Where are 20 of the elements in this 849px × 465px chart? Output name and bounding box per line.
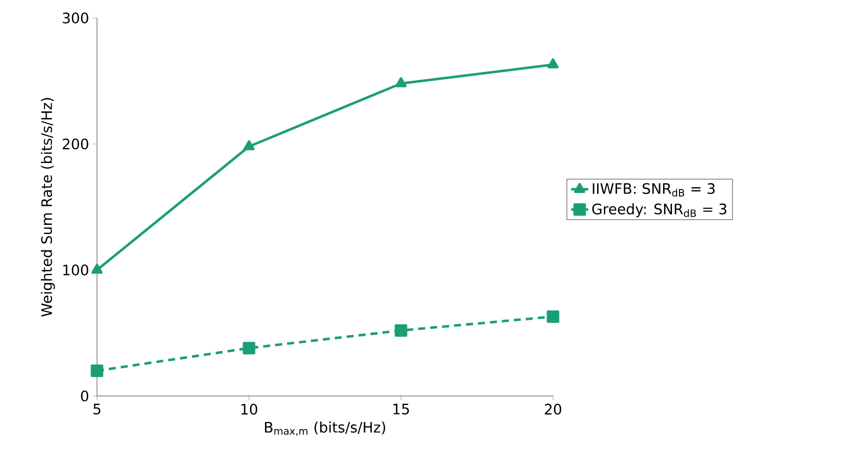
- y-tick-label: 0: [81, 390, 88, 402]
- legend-label: IIWFB: SNR$_{dB}$ = 3: [592, 183, 715, 197]
- x-axis-title: B$_{max,m}$ (bits/s/Hz): [265, 422, 386, 436]
- point: [395, 77, 407, 88]
- point: [546, 310, 560, 323]
- x-tick-label: 20: [544, 404, 562, 415]
- x-tick-label: 10: [241, 404, 258, 415]
- x-tick-label: 15: [393, 404, 409, 414]
- point: [394, 324, 408, 337]
- legend-label: Greedy: SNR$_{dB}$ = 3: [592, 203, 726, 218]
- y-tick-label: 100: [63, 264, 88, 276]
- point: [243, 140, 255, 150]
- point: [242, 342, 256, 354]
- x-tick-label: 5: [94, 404, 100, 414]
- y-tick-label: 300: [62, 12, 88, 24]
- y-tick-label: 200: [62, 138, 88, 150]
- point: [91, 264, 103, 274]
- point: [547, 58, 559, 68]
- y-axis-title: Weighted Sum Rate (bits/s/Hz): [40, 98, 55, 317]
- point: [90, 364, 104, 378]
